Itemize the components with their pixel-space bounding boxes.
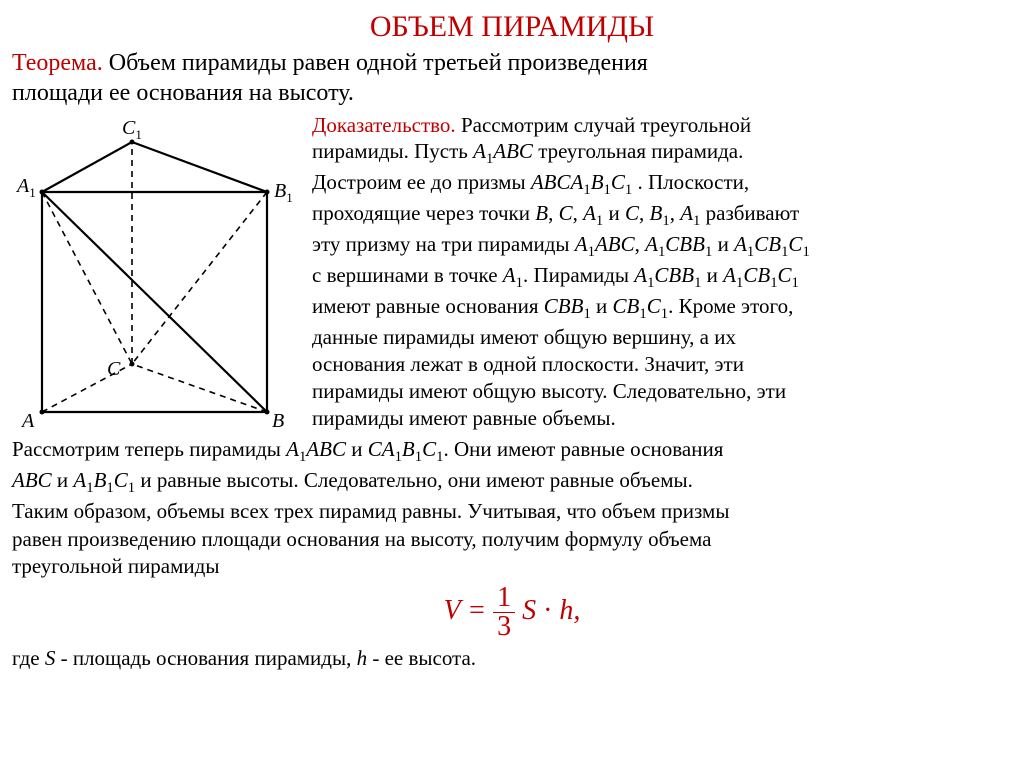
theorem-label: Теорема. [12, 50, 103, 76]
proof-l9: основания лежат в одной плоскости. Значи… [312, 352, 744, 376]
proof-l4c: разбивают [700, 201, 799, 225]
formula-num: 1 [493, 584, 515, 613]
lower-l2a: и [52, 468, 74, 492]
proof-l6a: с вершинами в точке [312, 263, 503, 287]
svg-text:B: B [272, 410, 284, 432]
formula-S: S [515, 595, 536, 626]
lower-l3: Таким образом, объемы всех трех пирамид … [12, 499, 729, 523]
theorem-text-1: Объем пирамиды равен одной третьей произ… [109, 50, 648, 76]
formula-h: h, [559, 595, 580, 626]
proof-l5b: и [712, 232, 734, 256]
page-title: ОБЪЕМ ПИРАМИДЫ [12, 8, 1012, 46]
proof-l4b: и [603, 201, 625, 225]
proof-l1: Рассмотрим случай треугольной [461, 113, 751, 137]
proof-l10: пирамиды имеют общую высоту. Следователь… [312, 379, 786, 403]
proof-l7a: имеют равные основания [312, 294, 544, 318]
formula: V = 13 S · h, [12, 584, 1012, 641]
proof-l7c: . Кроме этого, [668, 294, 793, 318]
lower-block: Рассмотрим теперь пирамиды A1ABC и CA1B1… [12, 436, 1012, 580]
proof-l11: пирамиды имеют равные объемы. [312, 406, 616, 430]
proof-block: Доказательство. Рассмотрим случай треуго… [312, 112, 1012, 432]
lower-l1a: Рассмотрим теперь пирамиды [12, 437, 286, 461]
where-b: - площадь основания пирамиды, [55, 646, 356, 670]
proof-l7b: и [591, 294, 613, 318]
proof-l8: данные пирамиды имеют общую вершину, а и… [312, 325, 736, 349]
proof-l5a: эту призму на три пирамиды [312, 232, 575, 256]
svg-text:A1: A1 [15, 175, 36, 200]
where-line: где S - площадь основания пирамиды, h - … [12, 645, 1012, 672]
theorem-text-2: площади ее основания на высоту. [12, 78, 1012, 108]
svg-text:C1: C1 [122, 117, 142, 142]
svg-text:C: C [107, 358, 121, 380]
where-a: где [12, 646, 45, 670]
proof-l2a: пирамиды. Пусть [312, 139, 473, 163]
proof-l3a: Достроим ее до призмы [312, 170, 531, 194]
lower-l5: треугольной пирамиды [12, 554, 219, 578]
lower-l1b: и [346, 437, 368, 461]
svg-text:A: A [20, 410, 35, 432]
where-h: h [357, 646, 368, 670]
lower-l4: равен произведению площади основания на … [12, 527, 711, 551]
proof-l6c: и [701, 263, 723, 287]
formula-dot: · [536, 595, 559, 626]
proof-l4a: проходящие через точки [312, 201, 535, 225]
where-c: - ее высота. [367, 646, 476, 670]
proof-l3b: . Плоскости, [632, 170, 749, 194]
where-S: S [45, 646, 56, 670]
lower-l2b: и равные высоты. Следовательно, они имею… [135, 468, 693, 492]
formula-V: V [444, 595, 461, 626]
proof-l2b: треугольная пирамида. [533, 139, 743, 163]
theorem-block: Теорема. Объем пирамиды равен одной трет… [12, 48, 1012, 78]
svg-text:B1: B1 [274, 180, 293, 205]
proof-label: Доказательство. [312, 113, 456, 137]
formula-den: 3 [493, 613, 515, 641]
proof-l6b: . Пирамиды [523, 263, 634, 287]
pyramid-diagram: A B C A1 B1 C1 [12, 112, 312, 432]
lower-l1c: . Они имеют равные основания [443, 437, 723, 461]
formula-eq: = [460, 595, 493, 626]
